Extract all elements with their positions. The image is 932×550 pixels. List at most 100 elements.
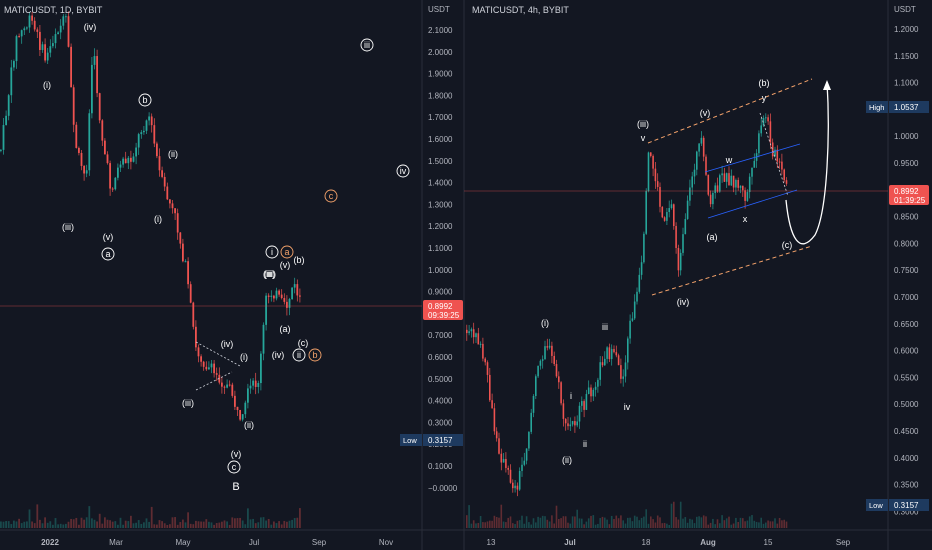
- volume-bar: [712, 518, 714, 528]
- wave-label: (i): [541, 318, 549, 328]
- volume-bar: [52, 524, 54, 528]
- candle-body: [192, 302, 195, 327]
- candle-body: [502, 458, 505, 463]
- candle-body: [111, 188, 114, 190]
- left-currency: USDT: [428, 5, 450, 14]
- candle-body: [41, 44, 44, 50]
- left-price-badge: [423, 300, 463, 320]
- candle-body: [257, 383, 260, 387]
- volume-bar: [755, 521, 758, 528]
- left-y-tick: 0.5000: [428, 375, 453, 384]
- wave-label: b: [312, 350, 317, 360]
- candle-body: [202, 361, 205, 367]
- candle-body: [762, 118, 765, 126]
- volume-bar: [613, 519, 615, 528]
- wave-label-ring: [138, 93, 152, 107]
- candle-body: [716, 185, 719, 192]
- candle-body: [0, 149, 2, 151]
- volume-bar: [601, 516, 604, 528]
- right-price-value: 0.8992: [894, 187, 919, 196]
- right-x-tick: Sep: [836, 538, 851, 547]
- candle-body: [629, 320, 631, 339]
- left-y-tick: 1.7000: [428, 113, 453, 122]
- volume-bar: [252, 518, 254, 528]
- candle-body: [652, 155, 654, 169]
- volume-bar: [135, 522, 137, 528]
- candle-body: [247, 388, 249, 403]
- candle-body: [156, 143, 158, 157]
- wave-label: (i): [43, 80, 51, 90]
- candle-body: [236, 406, 239, 410]
- candle-body: [171, 203, 174, 209]
- volume-bar: [636, 516, 638, 528]
- candle-body: [10, 67, 13, 96]
- right-title: MATICUSDT, 4h, BYBIT: [472, 5, 569, 15]
- volume-bar: [179, 522, 182, 528]
- wave-label: a: [105, 249, 110, 259]
- volume-bar: [698, 516, 700, 528]
- candle-body: [679, 252, 682, 271]
- candle-body: [530, 412, 532, 432]
- volume-bar: [608, 524, 611, 528]
- candle-body: [187, 261, 189, 285]
- volume-bar: [677, 519, 680, 528]
- volume-bar: [163, 523, 166, 528]
- candle-body: [765, 117, 767, 119]
- candle-body: [182, 243, 184, 262]
- candle-body: [119, 164, 122, 168]
- candle-body: [161, 170, 163, 177]
- volume-bar: [117, 524, 119, 528]
- candle-body: [594, 386, 597, 390]
- wave-label: i: [570, 391, 572, 401]
- wave-label: iv: [400, 166, 407, 176]
- wave-label-ring: [101, 247, 115, 261]
- volume-bar: [215, 522, 218, 528]
- candle-body: [760, 125, 762, 134]
- volume-bar: [195, 520, 197, 528]
- candle-body: [148, 116, 150, 121]
- candle-body: [673, 204, 675, 227]
- volume-bar: [516, 520, 519, 528]
- volume-bar: [226, 521, 228, 528]
- right-x-tick: 18: [642, 538, 651, 547]
- candle-body: [477, 333, 480, 345]
- candle-body: [114, 177, 117, 190]
- candle-body: [567, 423, 569, 427]
- volume-bar: [691, 519, 693, 528]
- volume-bar: [576, 509, 578, 528]
- right-y-tick: 0.8500: [894, 213, 919, 222]
- volume-bar: [176, 524, 179, 528]
- candle-body: [291, 287, 293, 299]
- candle-body: [468, 331, 470, 334]
- volume-bar: [184, 522, 187, 528]
- wave-label: a: [284, 247, 289, 257]
- candle-body: [39, 31, 41, 50]
- candle-body: [109, 163, 111, 189]
- volume-bar: [44, 517, 46, 528]
- volume-bar: [555, 505, 558, 528]
- volume-bar: [124, 520, 127, 528]
- volume-bar: [705, 516, 707, 528]
- candle-body: [746, 192, 749, 201]
- volume-bar: [208, 521, 210, 528]
- volume-bar: [530, 524, 532, 528]
- wave-label: iv: [624, 402, 631, 412]
- volume-bar: [491, 520, 493, 528]
- candle-body: [532, 396, 535, 413]
- volume-bar: [594, 524, 597, 528]
- candle-body: [535, 376, 537, 397]
- volume-bar: [781, 520, 783, 528]
- volume-bar: [661, 523, 664, 528]
- candle-body: [744, 190, 746, 201]
- volume-bar: [156, 524, 158, 528]
- candle-body: [252, 380, 254, 386]
- volume-bar: [537, 516, 539, 528]
- volume-bar: [627, 517, 629, 528]
- volume-bar: [514, 524, 516, 528]
- candle-body: [525, 448, 528, 461]
- candle-body: [682, 234, 684, 253]
- candle-body: [62, 16, 65, 26]
- volume-bar: [275, 523, 278, 528]
- candle-body: [221, 382, 223, 387]
- wave-label: v: [641, 133, 646, 143]
